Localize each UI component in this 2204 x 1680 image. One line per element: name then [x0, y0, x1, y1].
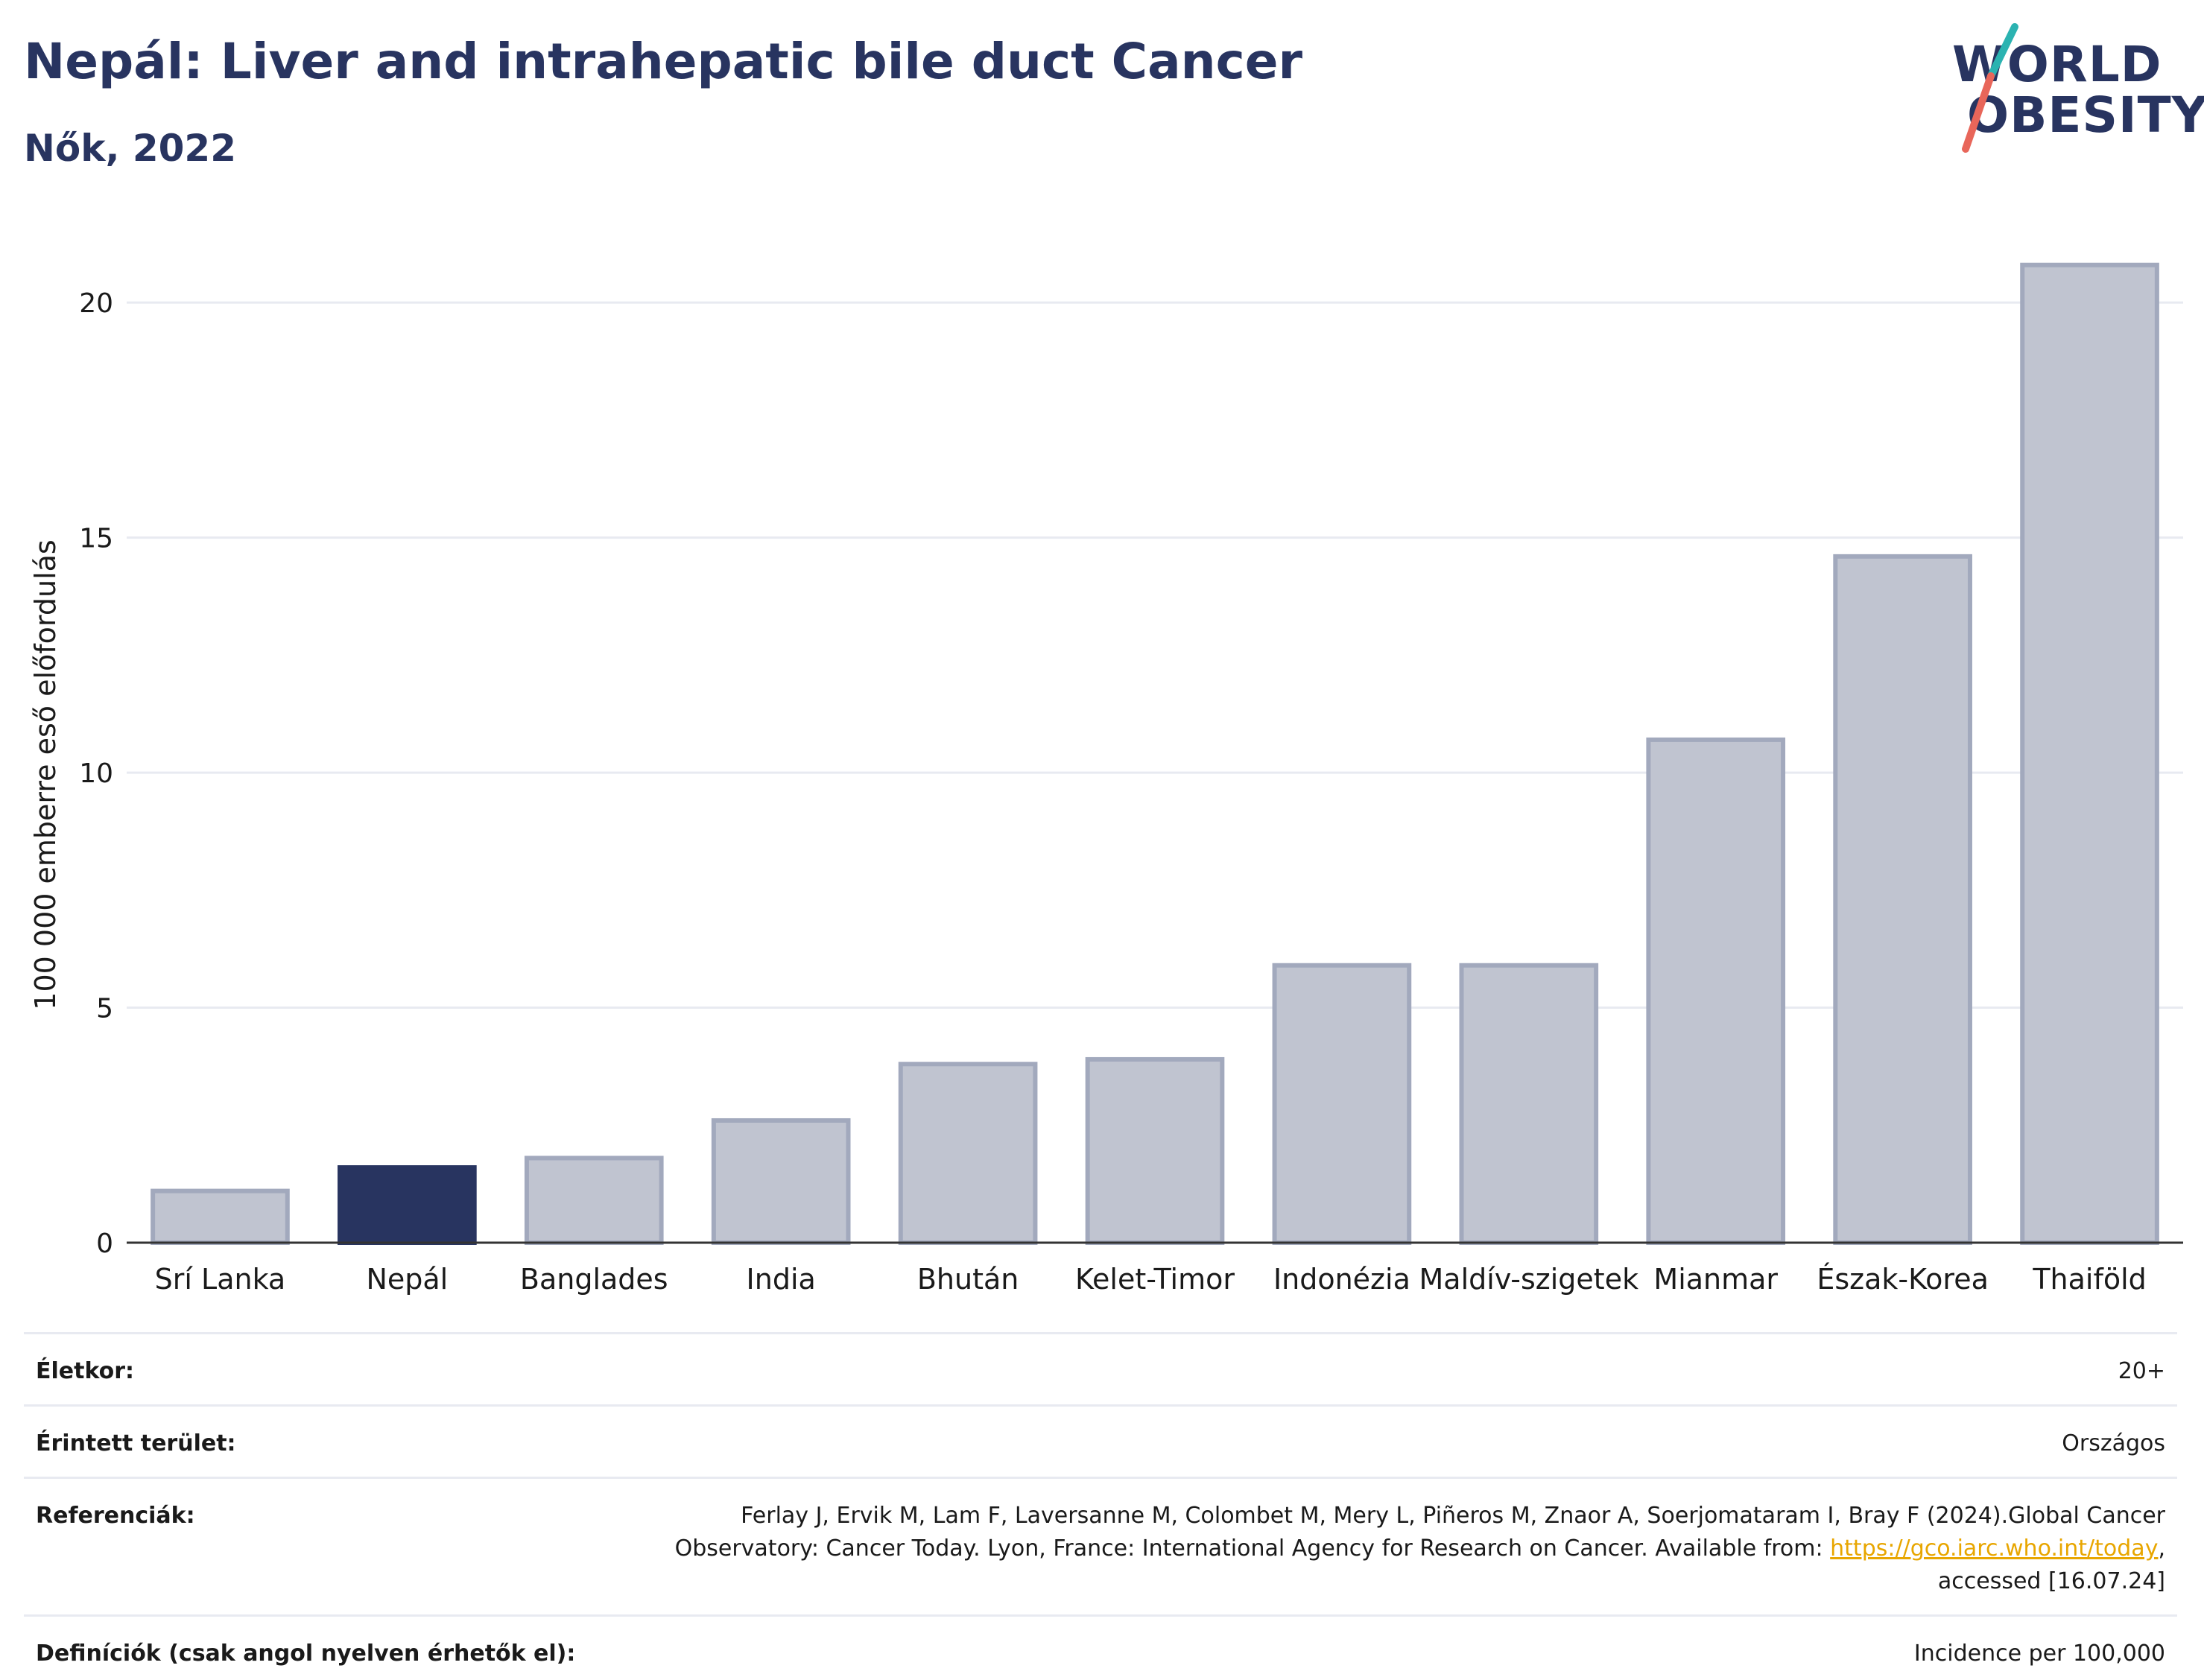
x-tick-label: Banglades — [520, 1263, 668, 1296]
logo-line-2: OBESITY — [1967, 86, 2204, 144]
bar-nepál — [338, 1165, 477, 1246]
bar-kelet-timor — [1085, 1056, 1225, 1245]
x-tick-label: Thaiföld — [2032, 1263, 2146, 1296]
y-tick-label: 15 — [79, 524, 113, 554]
x-tick-label: Kelet-Timor — [1075, 1263, 1235, 1296]
bar-banglades — [524, 1156, 664, 1246]
x-tick-label: Maldív-szigetek — [1419, 1263, 1639, 1296]
bars — [151, 262, 2159, 1246]
bar-thaiföld — [2020, 262, 2159, 1245]
world-obesity-logo: WORLD OBESITY — [1937, 22, 2204, 156]
info-row-area: Érintett terület: Országos — [24, 1404, 2177, 1477]
references-label: Referenciák: — [36, 1503, 195, 1529]
info-row-age: Életkor: 20+ — [24, 1332, 2177, 1404]
y-tick-label: 0 — [96, 1229, 113, 1259]
bar-bhután — [898, 1062, 1038, 1245]
bar-srí-lanka — [151, 1188, 290, 1245]
x-tick-label: Mianmar — [1653, 1263, 1778, 1296]
x-tick-label: India — [747, 1263, 816, 1296]
x-tick-label: Nepál — [366, 1263, 448, 1296]
x-tick-label: Srí Lanka — [155, 1263, 286, 1296]
x-tick-label: Indonézia — [1273, 1263, 1410, 1296]
references-text-1: Ferlay J, Ervik M, Lam F, Laversanne M, … — [674, 1503, 2165, 1562]
definitions-value: Incidence per 100,000 — [1913, 1641, 2165, 1667]
x-tick-label: Bhután — [917, 1263, 1019, 1296]
chart-subtitle: Nők, 2022 — [24, 127, 237, 170]
area-value: Országos — [2062, 1430, 2165, 1456]
area-label: Érintett terület: — [36, 1430, 236, 1456]
bar-india — [711, 1118, 851, 1245]
y-axis-label: 100 000 emberre eső előfordulás — [29, 539, 62, 1009]
axes: 0 5 10 15 20 Srí Lanka Nepál Banglades India Bhut… — [79, 288, 2183, 1296]
logo-slash-icon — [1962, 23, 2018, 153]
age-value: 20+ — [2118, 1358, 2165, 1384]
references-value: Ferlay J, Ervik M, Lam F, Laversanne M, … — [630, 1500, 2165, 1598]
age-label: Életkor: — [36, 1358, 135, 1384]
bar-mianmar — [1646, 737, 1786, 1245]
chart-title: Nepál: Liver and intrahepatic bile duct … — [24, 33, 1303, 90]
y-tick-label: 20 — [79, 288, 113, 319]
x-tick-label: Észak-Korea — [1817, 1263, 1989, 1296]
y-tick-label: 5 — [96, 994, 113, 1024]
bar-chart: 0 5 10 15 20 Srí Lanka Nepál Banglades India Bhut… — [29, 262, 2183, 1296]
info-table: Életkor: 20+ Érintett terület: Országos … — [24, 1332, 2177, 1680]
y-tick-label: 10 — [79, 758, 113, 789]
references-link[interactable]: https://gco.iarc.who.int/today — [1830, 1535, 2159, 1562]
info-row-definitions: Definíciók (csak angol nyelven érhetők e… — [24, 1614, 2177, 1680]
bar-indonézia — [1272, 963, 1412, 1245]
info-row-references: Referenciák: Ferlay J, Ervik M, Lam F, L… — [24, 1477, 2177, 1614]
definitions-label: Definíciók (csak angol nyelven érhetők e… — [36, 1641, 576, 1667]
references-text-2: , accessed [16.07.24] — [1937, 1535, 2165, 1594]
bar-maldív-szigetek — [1459, 963, 1599, 1245]
bar-észak-korea — [1833, 554, 1972, 1245]
